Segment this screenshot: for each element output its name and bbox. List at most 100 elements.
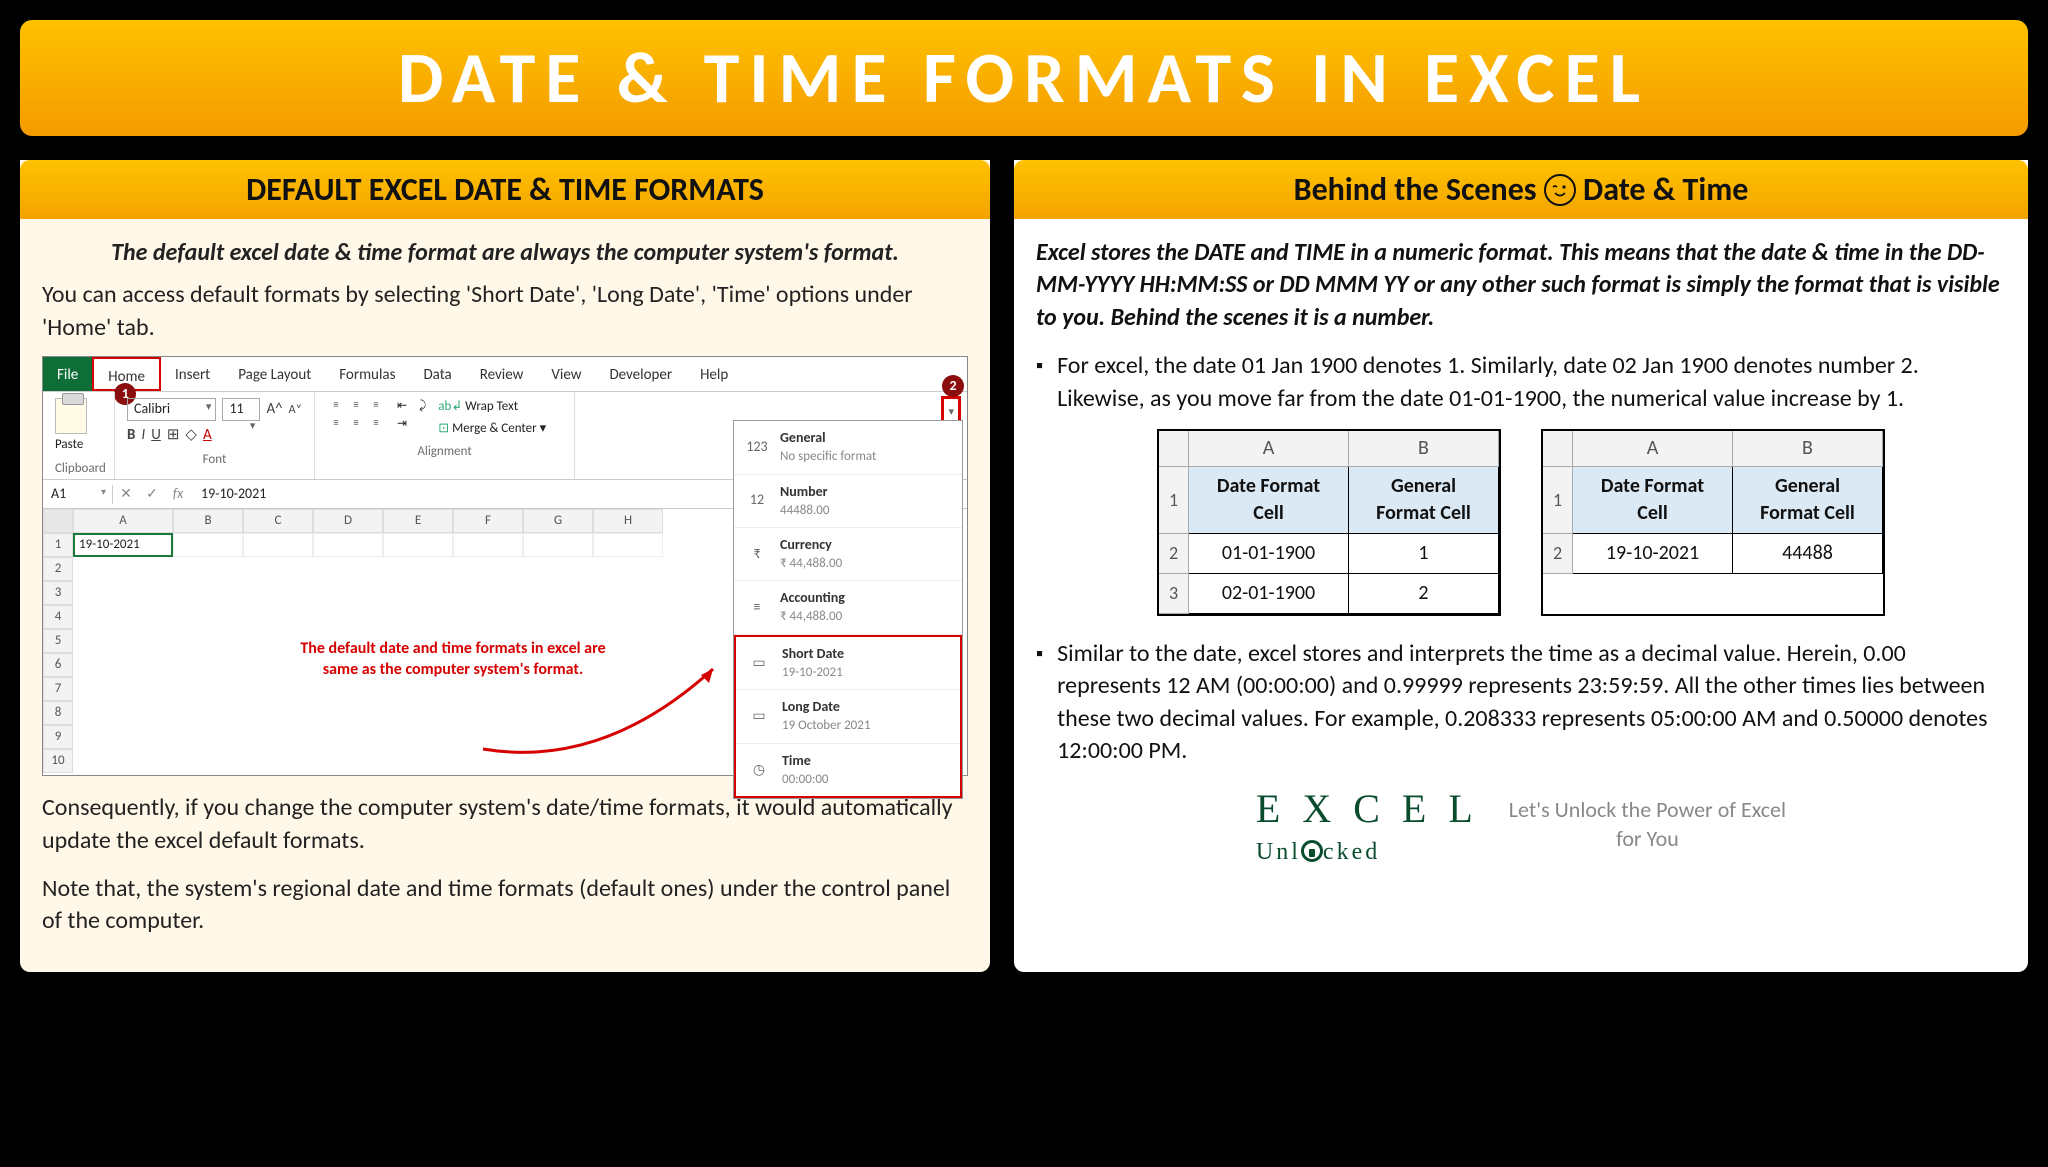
cell[interactable] (523, 533, 593, 557)
left-para-2: Note that, the system's regional date an… (42, 873, 968, 938)
t1-h1b: General (1357, 473, 1490, 500)
left-header: DEFAULT EXCEL DATE & TIME FORMATS (20, 160, 990, 219)
callout-2: 2 (942, 375, 964, 397)
tab-page-layout[interactable]: Page Layout (224, 357, 325, 391)
merge-center-btn[interactable]: ⊡ Merge & Center ▾ (438, 420, 546, 438)
col-a[interactable]: A (73, 509, 173, 533)
col-g[interactable]: G (523, 509, 593, 533)
t2-row-2: 2 (1543, 534, 1573, 574)
indent-right-icon[interactable]: ⇥ (397, 416, 407, 432)
excel-screenshot: File Home 1 Insert Page Layout Formulas … (42, 356, 968, 776)
row-3[interactable]: 3 (43, 581, 73, 605)
formula-value[interactable]: 19-10-2021 (191, 485, 266, 504)
row-7[interactable]: 7 (43, 677, 73, 701)
font-color-icon[interactable]: A (203, 425, 212, 445)
format-general-title: General (780, 429, 876, 448)
row-1[interactable]: 1 (43, 533, 73, 557)
align-grid[interactable]: ≡≡≡ ≡≡≡ (327, 398, 385, 433)
bullet-1: ▪ For excel, the date 01 Jan 1900 denote… (1036, 350, 2006, 415)
format-general[interactable]: 123 GeneralNo specific format (734, 421, 962, 474)
font-size-select[interactable]: 11 (222, 398, 260, 421)
increase-font-icon[interactable]: A^ (266, 399, 282, 419)
row-6[interactable]: 6 (43, 653, 73, 677)
lock-icon (1301, 840, 1323, 862)
tab-formulas[interactable]: Formulas (325, 357, 409, 391)
italic-icon[interactable]: I (141, 425, 145, 445)
logo: E X C E L Unlcked (1256, 782, 1479, 868)
cell[interactable] (243, 533, 313, 557)
general-icon: 123 (744, 434, 770, 460)
tab-insert[interactable]: Insert (161, 357, 224, 391)
logo-big: E X C E L (1256, 782, 1479, 836)
main-title: DATE & TIME FORMATS IN EXCEL (20, 20, 2028, 136)
tagline: Let's Unlock the Power of Excel for You (1509, 796, 1786, 853)
tab-help[interactable]: Help (686, 357, 742, 391)
left-card: DEFAULT EXCEL DATE & TIME FORMATS The de… (20, 160, 990, 972)
col-c[interactable]: C (243, 509, 313, 533)
cell[interactable] (313, 533, 383, 557)
arrow-icon (473, 659, 733, 769)
row-10[interactable]: 10 (43, 749, 73, 773)
t2-h1a: Date Format (1581, 473, 1724, 500)
fb-enter-icon[interactable]: ✓ (139, 485, 165, 504)
t1-h2a: Cell (1197, 500, 1340, 527)
cell[interactable] (593, 533, 663, 557)
clipboard-group: Paste Clipboard (43, 392, 115, 479)
row-4[interactable]: 4 (43, 605, 73, 629)
cell-a1[interactable]: 19-10-2021 (73, 533, 173, 557)
decrease-font-icon[interactable]: A˅ (289, 402, 302, 418)
tagline-2: for You (1509, 825, 1786, 854)
tab-review[interactable]: Review (466, 357, 538, 391)
col-f[interactable]: F (453, 509, 523, 533)
cell[interactable] (453, 533, 523, 557)
wrap-text-btn[interactable]: ab↲ Wrap Text (438, 398, 546, 416)
t2-col-a: A (1573, 431, 1733, 467)
underline-icon[interactable]: U (151, 425, 161, 445)
t2-h1b: General (1741, 473, 1874, 500)
t1-r2a: 02-01-1900 (1189, 574, 1349, 614)
footer: E X C E L Unlcked Let's Unlock the Power… (1036, 782, 2006, 868)
spreadsheet-grid: 1 2 3 4 5 6 7 8 9 10 A B (43, 509, 967, 775)
tab-data[interactable]: Data (409, 357, 465, 391)
name-box[interactable]: A1 (43, 485, 113, 504)
merge-center-label: Merge & Center (452, 421, 537, 436)
row-headers: 1 2 3 4 5 6 7 8 9 10 (43, 509, 73, 775)
fb-cancel-icon[interactable]: ✕ (113, 485, 139, 504)
right-intro: Excel stores the DATE and TIME in a nume… (1036, 237, 2006, 334)
t2-h2b: Format Cell (1741, 500, 1874, 527)
left-intro-bold: The default excel date & time format are… (42, 237, 968, 269)
paste-label: Paste (55, 436, 102, 454)
alignment-group: ≡≡≡ ≡≡≡ ⇤ ⇥ ⤸ ab↲ Wrap Text ⊡ Merge & Ce… (315, 392, 575, 479)
ribbon-tabs: File Home 1 Insert Page Layout Formulas … (43, 357, 967, 391)
col-d[interactable]: D (313, 509, 383, 533)
font-name-select[interactable]: Calibri (127, 398, 216, 421)
indent-left-icon[interactable]: ⇤ (397, 398, 407, 414)
row-2[interactable]: 2 (43, 557, 73, 581)
alignment-label: Alignment (327, 443, 562, 461)
row-9[interactable]: 9 (43, 725, 73, 749)
cell[interactable] (383, 533, 453, 557)
t1-col-b: B (1349, 431, 1499, 467)
fill-icon[interactable]: ◇ (185, 425, 197, 445)
tab-developer[interactable]: Developer (595, 357, 686, 391)
col-b[interactable]: B (173, 509, 243, 533)
border-icon[interactable]: ⊞ (167, 425, 180, 445)
fx-icon[interactable]: fx (165, 485, 191, 504)
tab-view[interactable]: View (537, 357, 595, 391)
cell[interactable] (173, 533, 243, 557)
bold-icon[interactable]: B (127, 425, 135, 445)
col-h[interactable]: H (593, 509, 663, 533)
font-group: Calibri 11 A^ A˅ B I U ⊞ ◇ A (115, 392, 315, 479)
t2-r1b: 44488 (1733, 534, 1883, 574)
row-8[interactable]: 8 (43, 701, 73, 725)
logo-small: Unlcked (1256, 836, 1479, 868)
row-5[interactable]: 5 (43, 629, 73, 653)
orientation-icon[interactable]: ⤸ (419, 398, 426, 437)
tab-home[interactable]: Home 1 (92, 357, 161, 391)
t1-col-a: A (1189, 431, 1349, 467)
columns: DEFAULT EXCEL DATE & TIME FORMATS The de… (20, 160, 2028, 972)
paste-icon[interactable] (55, 398, 87, 434)
tab-file[interactable]: File (43, 357, 92, 391)
t2-row-1: 1 (1543, 467, 1573, 534)
col-e[interactable]: E (383, 509, 453, 533)
